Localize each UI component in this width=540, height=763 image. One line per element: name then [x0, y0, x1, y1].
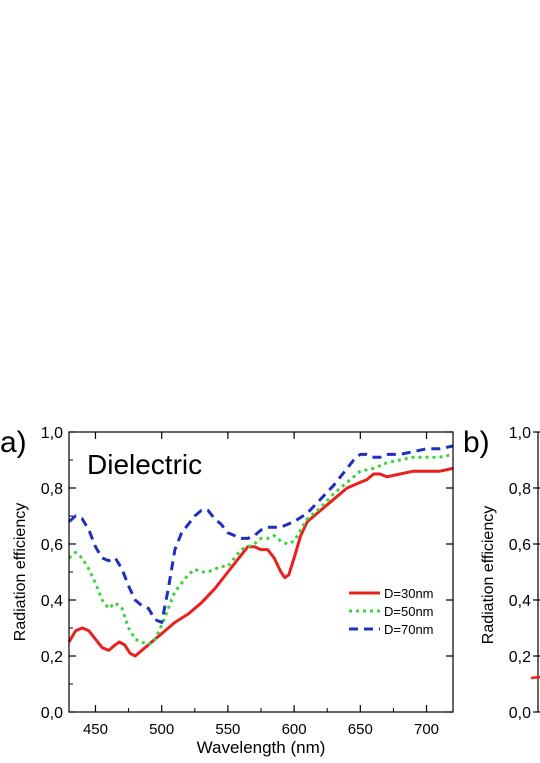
y-tick-label: 0,0	[41, 705, 63, 722]
legend-label: D=70nm	[384, 622, 434, 637]
y-tick-label: 0,8	[41, 481, 63, 498]
panel-b-y-tick-label: 0,0	[509, 705, 531, 722]
panel-b-label: b)	[463, 426, 490, 459]
panel-a: a) 450 500 550 600 650 7000,00,20,40,60,81,0 …	[0, 425, 454, 757]
series-line-d-70nm	[68, 444, 454, 624]
plot-a-marks	[67, 444, 454, 658]
x-tick-label: 650	[348, 721, 373, 738]
chart-title: Dielectric	[87, 449, 202, 480]
x-tick-label: 500	[149, 721, 174, 738]
y-tick-label: 0,2	[41, 649, 63, 666]
panel-b-y-tick-label: 0,2	[509, 649, 531, 666]
panel-b-y-tick-label: 0,6	[509, 537, 531, 554]
panel-b: b) Radiation efficiency 0,0 0,2 0,4 0,6 0,8 1…	[463, 425, 540, 722]
legend-label: D=50nm	[384, 604, 434, 619]
plot-a-axes: 450 500 550 600 650 700 0,0 0,2 0,4 0,6 0,8 1,0	[41, 425, 453, 738]
panel-b-curve-stub	[530, 675, 540, 680]
panel-b-y-axis-label: Radiation efficiency	[480, 506, 497, 644]
y-tick-label: 0,6	[41, 537, 63, 554]
x-tick-label: 700	[414, 721, 439, 738]
legend-label: D=30nm	[384, 586, 434, 601]
y-tick-label: 1,0	[41, 425, 63, 442]
panel-b-y-tick-label: 0,4	[509, 593, 531, 610]
plot-b-axes: 0,0 0,2 0,4 0,6 0,8 1,0	[509, 425, 540, 722]
x-tick-label: 450	[83, 721, 108, 738]
panel-a-label: a)	[0, 426, 27, 459]
x-tick-label: 550	[215, 721, 240, 738]
y-axis-label: Radiation efficiency	[12, 503, 29, 641]
x-tick-label: 600	[282, 721, 307, 738]
panel-b-y-tick-label: 0,8	[509, 481, 531, 498]
x-axis-label: Wavelength (nm)	[197, 738, 326, 757]
legend: D=30nm D=50nm D=70nm	[349, 586, 434, 637]
y-tick-label: 0,4	[41, 593, 63, 610]
panel-b-y-tick-label: 1,0	[509, 425, 531, 442]
